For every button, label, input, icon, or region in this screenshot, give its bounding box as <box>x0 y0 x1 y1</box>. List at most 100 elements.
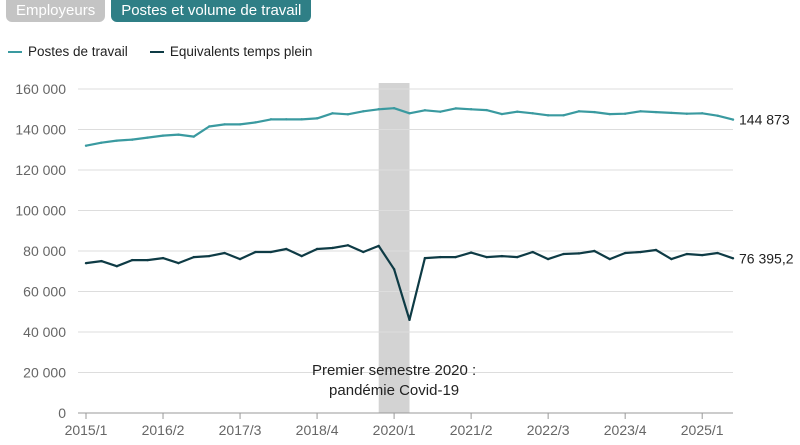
x-tick-label: 2021/2 <box>450 422 493 438</box>
data-point-etp <box>238 257 242 261</box>
data-point-postes <box>315 117 319 120</box>
covid-annotation-line: pandémie Covid-19 <box>329 382 459 399</box>
data-point-postes <box>408 112 411 115</box>
data-point-etp <box>439 255 442 259</box>
data-point-etp <box>546 257 550 261</box>
data-point-etp <box>362 250 365 254</box>
data-point-postes <box>177 133 180 136</box>
x-tick-label: 2025/1 <box>681 422 724 438</box>
data-point-etp <box>469 251 473 254</box>
data-point-postes <box>115 139 119 142</box>
data-point-etp <box>161 256 165 260</box>
data-point-postes <box>300 118 303 121</box>
data-point-etp <box>300 254 303 258</box>
data-point-etp <box>423 256 427 260</box>
x-tick-label: 2018/4 <box>296 422 339 438</box>
data-point-postes <box>192 135 196 138</box>
data-point-postes <box>654 110 658 114</box>
y-tick-label: 20 000 <box>23 365 66 381</box>
x-tick-label: 2015/1 <box>65 422 108 438</box>
data-point-postes <box>454 107 457 110</box>
data-point-postes <box>716 114 719 117</box>
data-point-etp <box>254 250 257 254</box>
data-point-postes <box>423 109 427 112</box>
data-point-etp <box>485 255 488 259</box>
data-point-postes <box>285 118 288 121</box>
data-point-postes <box>700 112 704 115</box>
data-point-postes <box>331 112 334 115</box>
data-point-etp <box>115 264 119 268</box>
x-tick-label: 2023/4 <box>604 422 647 438</box>
data-point-postes <box>439 110 442 113</box>
x-tick-label: 2020/1 <box>373 422 416 438</box>
data-point-etp <box>315 247 319 251</box>
data-point-postes <box>685 112 688 115</box>
data-point-postes <box>670 111 673 115</box>
data-point-postes <box>223 123 226 126</box>
data-point-postes <box>84 144 88 147</box>
tab-bar: Employeurs Postes et volume de travail <box>6 0 312 22</box>
y-tick-label: 40 000 <box>23 324 66 340</box>
end-value-label-postes: 144 873 <box>739 112 790 128</box>
y-tick-label: 60 000 <box>23 284 66 300</box>
data-point-etp <box>608 257 611 261</box>
data-point-etp <box>716 251 719 255</box>
data-point-postes <box>100 141 103 144</box>
x-tick-label: 2022/3 <box>527 422 570 438</box>
data-point-postes <box>377 108 380 111</box>
data-point-postes <box>208 125 211 128</box>
legend-item-postes[interactable]: Postes de travail <box>8 44 128 59</box>
legend-label-postes: Postes de travail <box>28 44 128 59</box>
data-point-etp <box>654 248 658 252</box>
x-tick-label: 2017/3 <box>219 422 262 438</box>
data-point-etp <box>346 244 350 247</box>
data-point-postes <box>131 138 134 141</box>
data-point-postes <box>593 110 596 114</box>
data-point-postes <box>346 113 350 116</box>
data-point-etp <box>731 257 735 260</box>
data-point-etp <box>685 252 688 256</box>
data-point-etp <box>408 318 411 322</box>
tab-postes-volume-travail[interactable]: Postes et volume de travail <box>111 0 312 22</box>
data-point-etp <box>593 249 596 253</box>
data-point-etp <box>500 254 504 258</box>
data-point-postes <box>269 118 273 121</box>
data-point-etp <box>269 250 273 254</box>
data-point-etp <box>577 252 581 255</box>
data-point-postes <box>254 121 257 124</box>
data-point-etp <box>208 254 211 258</box>
data-point-postes <box>608 112 611 116</box>
chart-legend: Postes de travail Equivalents temps plei… <box>8 44 312 59</box>
y-tick-label: 160 000 <box>15 81 66 97</box>
legend-swatch-postes <box>8 50 22 53</box>
data-point-postes <box>362 110 365 113</box>
data-point-etp <box>223 251 226 255</box>
legend-item-etp[interactable]: Equivalents temps plein <box>149 44 312 59</box>
data-point-etp <box>639 250 642 254</box>
x-tick-label: 2016/2 <box>142 422 185 438</box>
data-point-postes <box>469 108 473 111</box>
legend-swatch-etp <box>149 50 164 53</box>
data-point-postes <box>238 123 242 126</box>
y-tick-label: 0 <box>58 405 66 421</box>
data-point-postes <box>546 114 550 117</box>
data-point-postes <box>562 114 565 117</box>
data-point-postes <box>516 110 519 113</box>
data-point-postes <box>531 112 534 115</box>
y-tick-label: 120 000 <box>15 162 66 178</box>
covid-highlight-band <box>378 83 410 413</box>
data-point-postes <box>731 118 735 121</box>
y-tick-label: 140 000 <box>15 122 66 138</box>
data-point-etp <box>454 255 457 259</box>
y-tick-label: 100 000 <box>15 203 66 219</box>
tab-employeurs[interactable]: Employeurs <box>6 0 106 22</box>
data-point-etp <box>84 261 88 265</box>
data-point-postes <box>161 134 165 137</box>
data-point-etp <box>192 255 196 259</box>
y-tick-label: 80 000 <box>23 243 66 259</box>
covid-annotation-line: Premier semestre 2020 : <box>312 362 476 379</box>
data-point-etp <box>331 246 334 250</box>
data-point-etp <box>562 252 565 256</box>
data-point-etp <box>670 257 673 261</box>
